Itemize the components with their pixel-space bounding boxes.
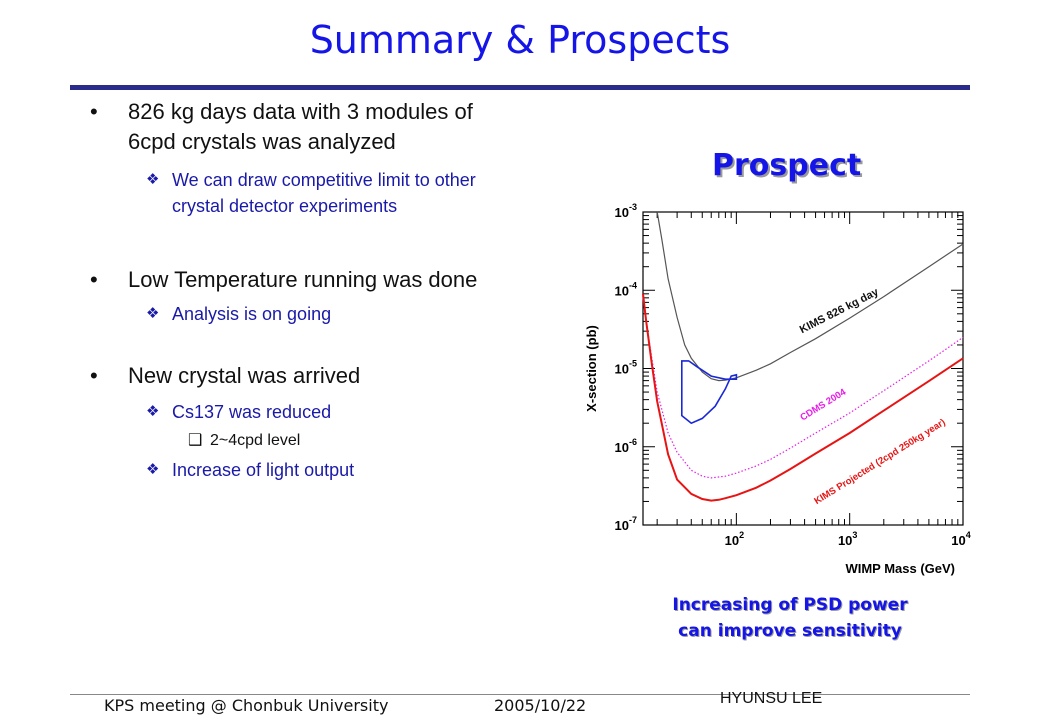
tick-label: 10-7 [615, 515, 637, 533]
prospect-heading: Prospect [712, 148, 862, 183]
tick-label: 10-3 [615, 202, 637, 220]
caption-line: can improve sensitivity [678, 621, 902, 641]
diamond-bullet-icon: ❖ [146, 171, 160, 188]
diamond-bullet-icon: ❖ [146, 305, 160, 322]
bullet-item: • New crystal was arrived [90, 361, 500, 391]
series-label: KIMS 826 kg day [798, 286, 882, 337]
checkbox-bullet-icon: ❑ [188, 432, 203, 449]
tick-label: 103 [838, 530, 857, 548]
tick-label: 10-5 [615, 359, 637, 377]
bullet-text: 826 kg days data with 3 modules of 6cpd … [128, 99, 473, 154]
tick-label: 102 [725, 530, 744, 548]
diamond-bullet-icon: ❖ [146, 403, 160, 420]
chart-caption: Increasing of PSD power can improve sens… [620, 592, 960, 644]
y-axis-label: X-section (pb) [584, 325, 599, 412]
plot-frame [642, 211, 964, 526]
slide-title: Summary & Prospects [309, 18, 731, 62]
sub-bullet-item: ❖ Analysis is on going [90, 301, 500, 327]
sub-bullet-item: ❖ Cs137 was reduced [90, 399, 500, 425]
exclusion-limit-chart: 102 103 104 10-7 10-6 10-5 10-4 10-3 WIMP Mass (… [584, 202, 971, 576]
tick-label: 10-4 [615, 280, 637, 298]
sub-bullet-text: Increase of light output [172, 460, 355, 480]
sub-bullet-text: We can draw competitive limit to other c… [172, 170, 476, 216]
diamond-bullet-icon: ❖ [146, 461, 160, 478]
series-label: KIMS Projected (2cpd 250kg year) [812, 417, 947, 507]
tick-label: 10-6 [615, 437, 637, 455]
bullet-dot-icon: • [90, 99, 98, 124]
bullet-item: • Low Temperature running was done [90, 265, 500, 295]
title-rule [70, 85, 970, 90]
bullet-dot-icon: • [90, 267, 98, 292]
footer-rule [70, 694, 970, 695]
sub-bullet-item: ❖ Increase of light output [90, 457, 500, 483]
series-line [656, 211, 964, 382]
series-line [642, 293, 964, 502]
sub-bullet-item: ❖ We can draw competitive limit to other … [90, 167, 500, 219]
footer-author: HYUNSU LEE [720, 690, 823, 707]
sub-bullet-text: Cs137 was reduced [172, 402, 332, 422]
bullet-item: • 826 kg days data with 3 modules of 6cpd… [90, 97, 500, 157]
footer-event: KPS meeting @ Chonbuk University [104, 696, 389, 715]
series-line [642, 297, 964, 479]
bullet-dot-icon: • [90, 363, 98, 388]
x-axis-label: WIMP Mass (GeV) [845, 561, 955, 576]
sub-sub-bullet-text: 2~4cpd level [210, 432, 301, 449]
bullet-text: New crystal was arrived [128, 363, 361, 388]
psd-region [681, 360, 738, 425]
caption-line: Increasing of PSD power [672, 595, 908, 615]
footer-date: 2005/10/22 [494, 696, 587, 715]
sub-sub-bullet-item: ❑ 2~4cpd level [90, 429, 500, 453]
bullet-text: Low Temperature running was done [128, 267, 478, 292]
sub-bullet-text: Analysis is on going [172, 304, 332, 324]
bullet-list: • 826 kg days data with 3 modules of 6cpd… [90, 97, 500, 483]
tick-label: 104 [951, 530, 970, 548]
